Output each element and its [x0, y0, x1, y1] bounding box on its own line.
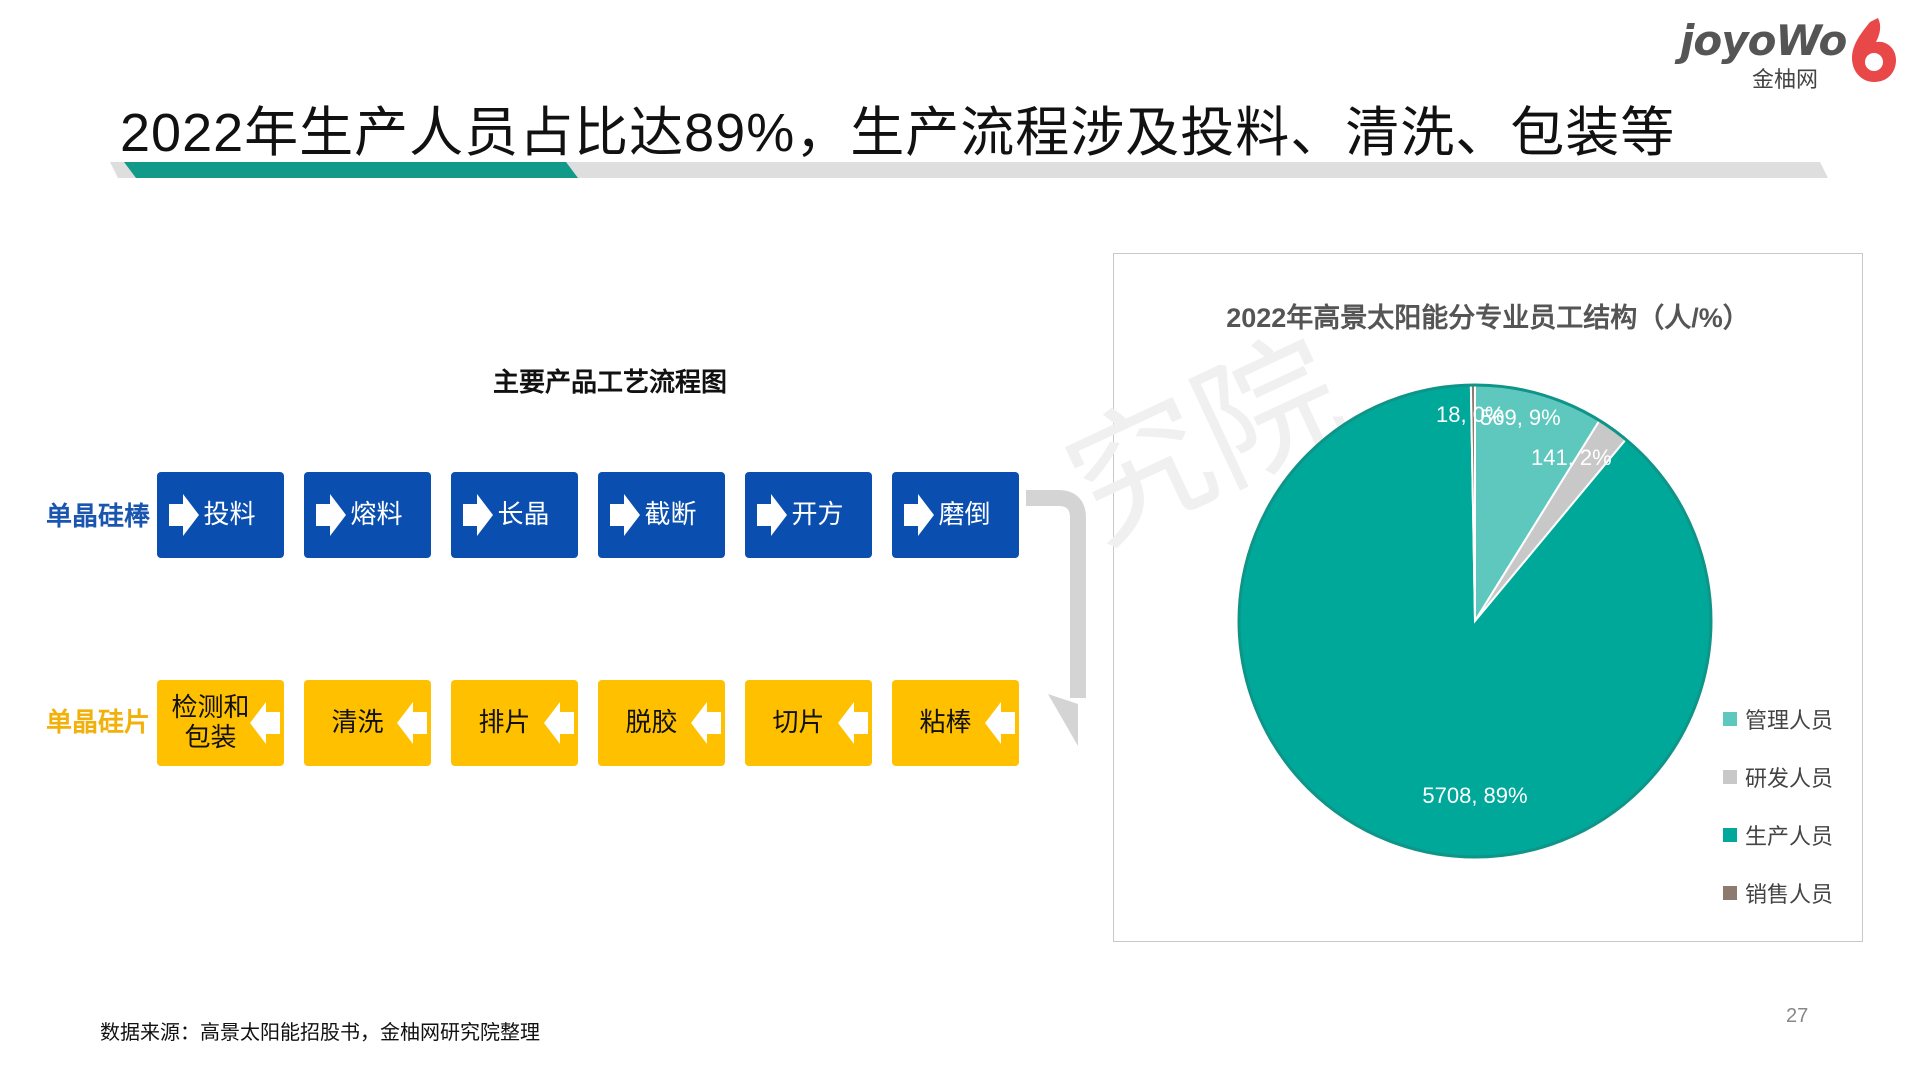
- step-bonding: 粘棒: [892, 680, 1019, 766]
- legend-swatch: [1723, 886, 1737, 900]
- arrow-right-icon: [610, 494, 640, 536]
- step-crystal-growth: 长晶: [451, 472, 578, 558]
- step-cleaning: 清洗: [304, 680, 431, 766]
- arrow-right-icon: [463, 494, 493, 536]
- step-slicing: 切片: [745, 680, 872, 766]
- step-label: 粘棒: [919, 708, 972, 738]
- legend-swatch: [1723, 770, 1737, 784]
- legend-item: 生产人员: [1723, 806, 1833, 864]
- pie-data-label: 5708, 89%: [1422, 783, 1527, 808]
- arrow-right-icon: [757, 494, 787, 536]
- step-sorting: 排片: [451, 680, 578, 766]
- step-label: 脱胶: [625, 708, 678, 738]
- legend-item: 管理人员: [1723, 690, 1833, 748]
- flow-title: 主要产品工艺流程图: [492, 367, 727, 397]
- legend-label: 研发人员: [1745, 766, 1834, 791]
- arrow-left-icon: [397, 702, 427, 744]
- legend-label: 管理人员: [1745, 708, 1834, 733]
- logo-mark-icon: [1852, 18, 1896, 82]
- step-label: 切片: [772, 708, 825, 738]
- legend-swatch: [1723, 712, 1737, 726]
- step-label: 磨倒: [938, 500, 991, 530]
- pie-data-label: 18, 0%: [1436, 402, 1505, 427]
- arrow-left-icon: [691, 702, 721, 744]
- page-number: 27: [1786, 1005, 1809, 1027]
- pie-outline: [1237, 383, 1713, 859]
- arrow-left-icon: [838, 702, 868, 744]
- legend-label: 生产人员: [1745, 824, 1834, 849]
- step-squaring: 开方: [745, 472, 872, 558]
- step-label-line: 检测和: [171, 693, 250, 723]
- row-label-ingot: 单晶硅棒: [46, 502, 151, 532]
- legend-item: 销售人员: [1723, 864, 1833, 922]
- pie-chart: 569, 9% 141, 2% 5708, 89% 18, 0%: [1237, 383, 1713, 859]
- logo-wordmark: joyoWo: [1680, 16, 1847, 65]
- row-label-wafer: 单晶硅片: [46, 708, 151, 738]
- step-degumming: 脱胶: [598, 680, 725, 766]
- chart-title: 2022年高景太阳能分专业员工结构（人/%）: [1226, 303, 1750, 333]
- pie-data-label: 569, 9%: [1480, 405, 1561, 430]
- logo-subtext: 金柚网: [1752, 67, 1819, 92]
- step-label-line: 包装: [184, 723, 237, 753]
- step-label: 长晶: [497, 500, 550, 530]
- source-note: 数据来源：高景太阳能招股书，金柚网研究院整理: [100, 1022, 540, 1044]
- step-inspection-packaging: 检测和 包装: [157, 680, 284, 766]
- step-label: 开方: [791, 500, 844, 530]
- page-title: 2022年生产人员占比达89%，生产流程涉及投料、清洗、包装等: [120, 103, 1676, 163]
- arrow-right-icon: [316, 494, 346, 536]
- step-label: 排片: [478, 708, 531, 738]
- arrow-left-icon: [250, 702, 280, 744]
- joyowo-logo: joyoWo 金柚网: [1680, 14, 1905, 92]
- arrow-right-icon: [904, 494, 934, 536]
- step-label: 检测和 包装: [171, 693, 269, 753]
- pie-data-label: 141, 2%: [1531, 445, 1612, 470]
- title-underline: [110, 162, 1828, 178]
- arrow-right-icon: [169, 494, 199, 536]
- step-label: 清洗: [331, 708, 384, 738]
- legend-swatch: [1723, 828, 1737, 842]
- step-grinding: 磨倒: [892, 472, 1019, 558]
- step-feeding: 投料: [157, 472, 284, 558]
- chart-legend: 管理人员研发人员生产人员销售人员: [1723, 690, 1833, 922]
- arrow-left-icon: [544, 702, 574, 744]
- step-label: 熔料: [350, 500, 403, 530]
- legend-item: 研发人员: [1723, 748, 1833, 806]
- step-cutting: 截断: [598, 472, 725, 558]
- flow-connector-arrow: [1026, 490, 1086, 746]
- step-melting: 熔料: [304, 472, 431, 558]
- legend-label: 销售人员: [1745, 882, 1834, 907]
- step-label: 截断: [644, 500, 697, 530]
- step-label: 投料: [203, 500, 256, 530]
- arrow-left-icon: [985, 702, 1015, 744]
